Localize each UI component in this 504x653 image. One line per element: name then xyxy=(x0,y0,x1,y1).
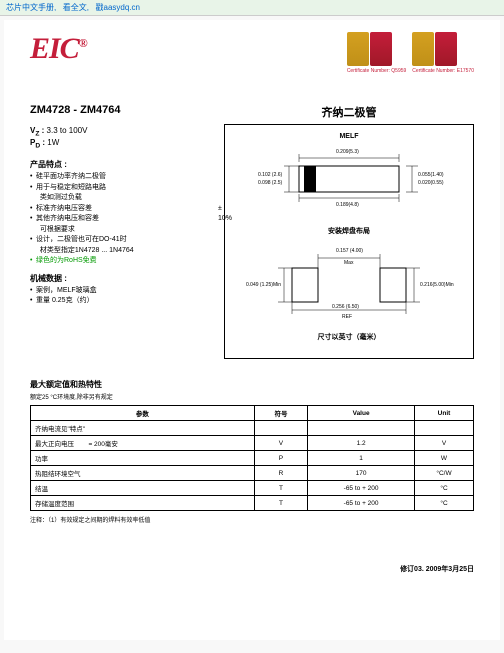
svg-text:0.209(5.3): 0.209(5.3) xyxy=(336,149,359,155)
logo: EIC® xyxy=(30,32,87,66)
svg-text:REF: REF xyxy=(342,314,352,320)
svg-text:0.055(1.40): 0.055(1.40) xyxy=(418,172,444,178)
specs-table: 参数符号ValueUnit 齐纳电流见"特点" 最大正向电压 = 200毫安V1… xyxy=(30,405,474,511)
header: EIC® Certificate Number: Q5959 Certifica… xyxy=(30,32,474,74)
cert-1: Certificate Number: Q5959 xyxy=(347,32,406,74)
page: EIC® Certificate Number: Q5959 Certifica… xyxy=(4,20,500,640)
svg-text:0.157 (4.00): 0.157 (4.00) xyxy=(336,248,363,254)
topbar-link-1[interactable]: 芯片中文手册, xyxy=(6,3,56,12)
pad-svg: 0.049 (1.25)Min 0.157 (4.00) Max 0.216(5… xyxy=(244,244,454,324)
diagram: MELF 0.102 (2.6) xyxy=(224,124,474,359)
svg-text:0.256 (6.50): 0.256 (6.50) xyxy=(332,304,359,310)
left-col: ZM4728 - ZM4764 VZ : 3.3 to 100V PD : 1W… xyxy=(30,104,210,359)
title-cn: 齐纳二极管 xyxy=(224,104,474,120)
svg-text:0.216(5.00)Min: 0.216(5.00)Min xyxy=(420,282,454,288)
topbar-link-3[interactable]: 戳aasydq.cn xyxy=(96,3,140,12)
top-bar: 芯片中文手册, 看全文, 戳aasydq.cn xyxy=(0,0,504,16)
certs: Certificate Number: Q5959 Certificate Nu… xyxy=(347,32,474,74)
features-list: 硅平面功率齐纳二极管 用于与稳定和短路电路 类如测过负载 标准齐纳电压容差± 1… xyxy=(30,172,210,267)
svg-text:0.020(0.55): 0.020(0.55) xyxy=(418,180,444,186)
tbl-title: 最大额定值和热特性 xyxy=(30,379,474,390)
mech-list: 案例，MELF玻璃盒 重量 0.25克（约） xyxy=(30,286,210,307)
cert-2: Certificate Number: E17570 xyxy=(412,32,474,74)
melf-svg: 0.102 (2.6) 0.098 (2.5) 0.055(1.40) 0.02… xyxy=(244,146,454,218)
title: ZM4728 - ZM4764 xyxy=(30,104,210,116)
svg-text:0.098 (2.5): 0.098 (2.5) xyxy=(258,180,283,186)
sect-mech: 机械数据 : xyxy=(30,273,210,284)
revision-date: 修订03. 2009年3月25日 xyxy=(30,564,474,574)
table-section: 最大额定值和热特性 额定25 °C环境度,除非另有规定 参数符号ValueUni… xyxy=(30,379,474,524)
topbar-link-2[interactable]: 看全文, xyxy=(63,3,89,12)
specs: VZ : 3.3 to 100V PD : 1W xyxy=(30,126,210,149)
svg-text:0.189(4.8): 0.189(4.8) xyxy=(336,202,359,208)
sect-features: 产品特点 : xyxy=(30,159,210,170)
svg-text:0.049 (1.25)Min: 0.049 (1.25)Min xyxy=(246,282,281,288)
svg-text:Max: Max xyxy=(344,260,354,266)
svg-text:0.102 (2.6): 0.102 (2.6) xyxy=(258,172,283,178)
right-col: 齐纳二极管 MELF 0 xyxy=(224,104,474,359)
